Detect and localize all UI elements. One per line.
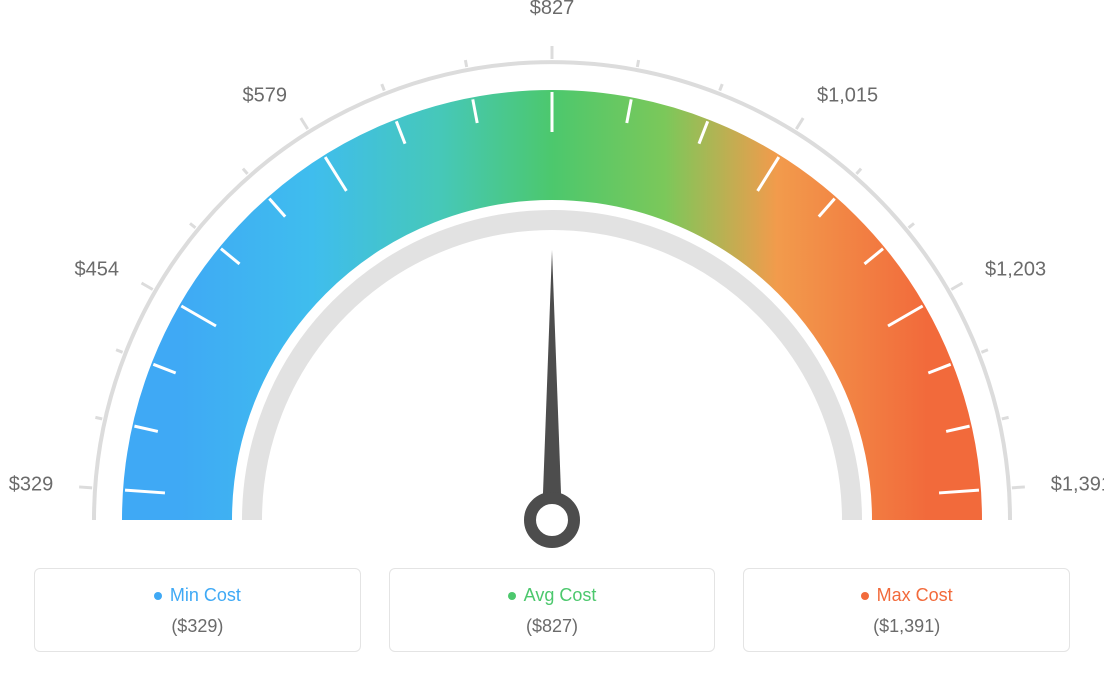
legend-label-min: Min Cost [170,585,241,606]
legend-title-min: Min Cost [154,585,241,606]
legend-label-avg: Avg Cost [524,585,597,606]
legend-dot-max [861,592,869,600]
legend-value-max: ($1,391) [756,616,1057,637]
legend-label-max: Max Cost [877,585,953,606]
tick-label: $1,203 [985,259,1046,282]
legend-card-max: Max Cost ($1,391) [743,568,1070,652]
tick-label: $1,391 [1051,474,1104,497]
tick-label: $454 [74,259,119,282]
legend-value-min: ($329) [47,616,348,637]
tick-label: $827 [530,0,575,20]
legend-title-avg: Avg Cost [508,585,597,606]
tick-label: $329 [9,474,54,497]
legend-card-min: Min Cost ($329) [34,568,361,652]
legend-dot-min [154,592,162,600]
tick-label: $1,015 [817,84,878,107]
legend-dot-avg [508,592,516,600]
tick-label: $579 [243,84,288,107]
legend-title-max: Max Cost [861,585,953,606]
legend-value-avg: ($827) [402,616,703,637]
gauge-svg [20,20,1084,560]
legend-row: Min Cost ($329) Avg Cost ($827) Max Cost… [20,568,1084,652]
legend-card-avg: Avg Cost ($827) [389,568,716,652]
gauge-chart: $329$454$579$827$1,015$1,203$1,391 [20,20,1084,560]
